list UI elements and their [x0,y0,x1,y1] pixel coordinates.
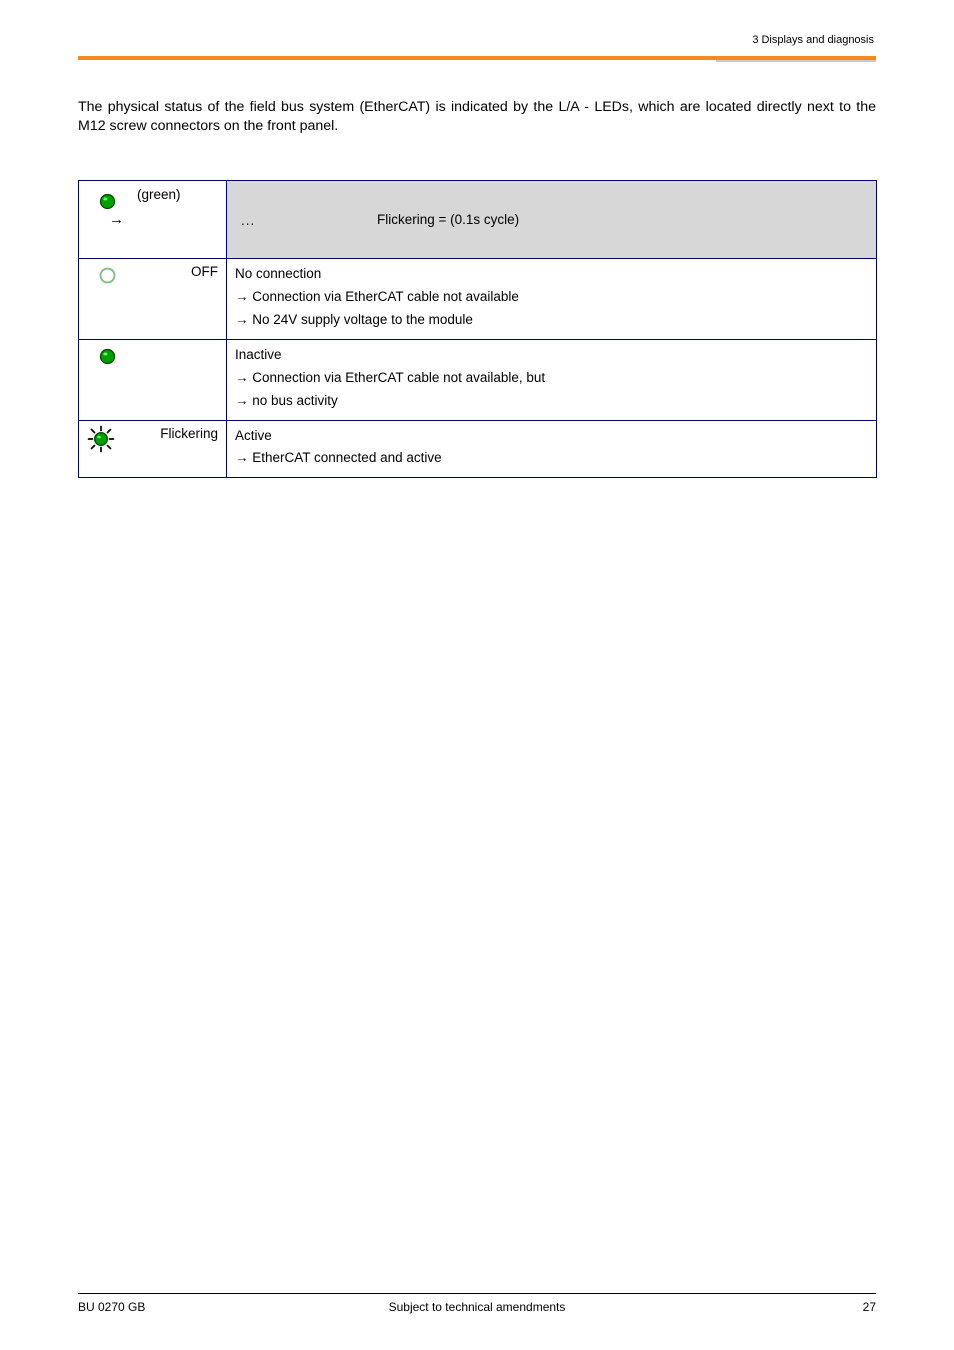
table-row: Flickering Active → EtherCAT connected a… [79,420,877,478]
footer-rule [78,1293,876,1294]
header-color-label: (green) [137,187,181,202]
header-arrow-icon: → [109,211,124,228]
state-cell-flickering: Flickering [79,420,227,478]
table-row: Inactive → Connection via EtherCAT cable… [79,339,877,420]
desc-line: → no bus activity [235,391,868,412]
header-flickering-text: Flickering = (0.1s cycle) [377,212,519,227]
table-header-left: (green) → [79,181,227,259]
header-ellipsis: ... [241,213,255,228]
led-status-table: (green) → ... Flickering = (0.1s cycle) … [78,180,877,478]
desc-line: Active [235,426,868,447]
intro-paragraph: The physical status of the field bus sys… [78,98,876,137]
desc-line: → Connection via EtherCAT cable not avai… [235,287,868,308]
state-cell-on [79,339,227,420]
desc-cell: Active → EtherCAT connected and active [227,420,877,478]
desc-line: No connection [235,264,868,285]
desc-line: → EtherCAT connected and active [235,448,868,469]
state-cell-off: OFF [79,259,227,340]
footer-center: Subject to technical amendments [0,1300,954,1314]
state-label: Flickering [160,426,218,441]
table-header-right: ... Flickering = (0.1s cycle) [227,181,877,259]
desc-line: → Connection via EtherCAT cable not avai… [235,368,868,389]
state-label: OFF [191,264,218,279]
desc-cell: No connection → Connection via EtherCAT … [227,259,877,340]
desc-cell: Inactive → Connection via EtherCAT cable… [227,339,877,420]
desc-line: → No 24V supply voltage to the module [235,310,868,331]
footer-page-number: 27 [863,1300,876,1314]
header-breadcrumb: 3 Displays and diagnosis [752,34,874,46]
desc-line: Inactive [235,345,868,366]
table-row: OFF No connection → Connection via Ether… [79,259,877,340]
header-rule-grey-tail [716,60,876,62]
